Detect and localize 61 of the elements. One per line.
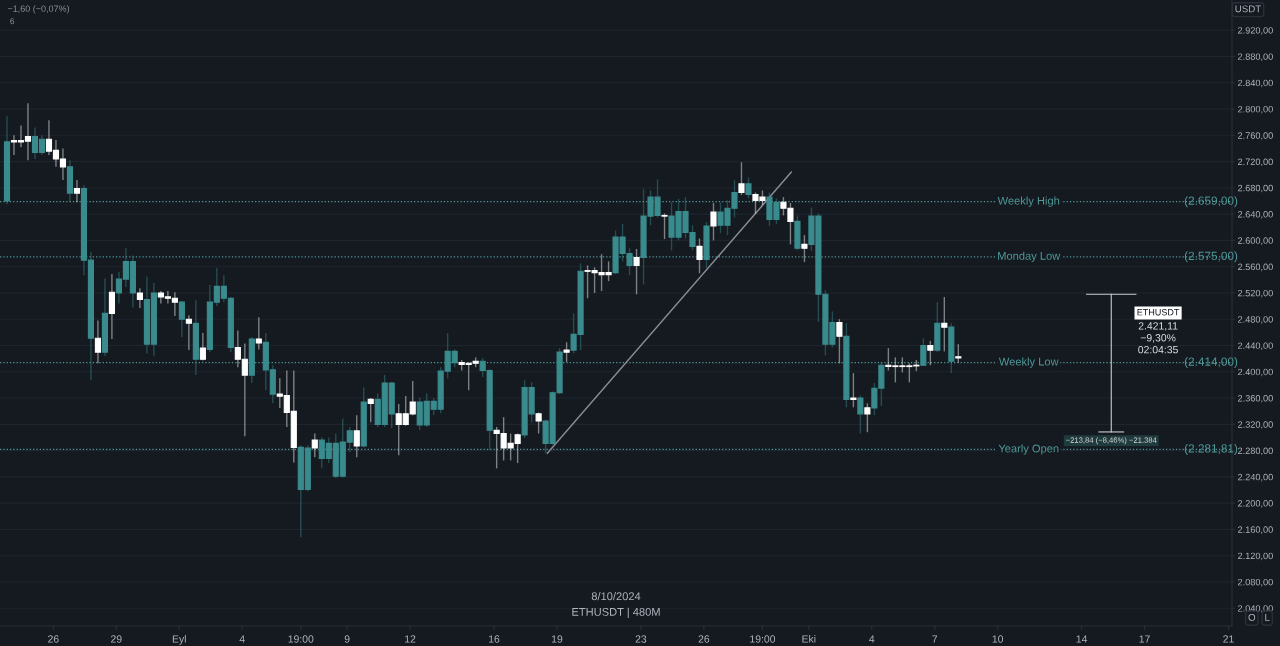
y-tick-label: 2.320,00 (1238, 421, 1273, 429)
y-tick-label: 2.200,00 (1238, 500, 1273, 508)
annotation: ETHUSDT (1137, 309, 1180, 316)
y-tick-label: 2.440,00 (1238, 342, 1273, 351)
y-axis-title: USDT (1235, 5, 1262, 13)
x-tick-label: 21 (1223, 635, 1234, 643)
text: ETHUSDT | 480M (572, 607, 660, 619)
annotation: (2.575,00) (1184, 251, 1238, 263)
y-tick-label: 2.360,00 (1238, 394, 1273, 403)
x-tick-label: 7 (932, 635, 938, 643)
x-tick-label: 29 (111, 635, 122, 643)
annotation: (2.414,00) (1184, 357, 1238, 369)
text: L (1265, 614, 1270, 621)
annotation: 2.421,11 (1138, 322, 1178, 331)
annotation: (2.281,81) (1184, 443, 1238, 455)
x-tick-label: 16 (489, 635, 500, 643)
text: 8/10/2024 (591, 592, 641, 601)
y-tick-label: 2.480,00 (1238, 316, 1273, 324)
ref-line-label: Monday Low (998, 251, 1061, 263)
x-tick-label: 23 (635, 635, 647, 643)
text: O (1248, 613, 1256, 621)
y-tick-label: 2.040,00 (1238, 605, 1273, 613)
ref-line-label: Weekly High (997, 196, 1060, 207)
annotation: 6 (10, 18, 15, 25)
x-tick-label: 19 (551, 635, 563, 643)
x-tick-label: 19:00 (750, 635, 776, 643)
y-tick-label: 2.240,00 (1238, 473, 1273, 482)
y-tick-label: 2.160,00 (1238, 526, 1273, 534)
y-tick-label: 2.560,00 (1238, 263, 1273, 272)
y-tick-label: 2.080,00 (1238, 578, 1273, 587)
y-tick-label: 2.760,00 (1238, 132, 1273, 140)
ref-line-label: Weekly Low (998, 357, 1059, 368)
ref-line-label: Yearly Open (998, 444, 1059, 455)
y-tick-label: 2.640,00 (1238, 211, 1273, 219)
x-tick-label: 9 (344, 635, 350, 643)
x-tick-label: 26 (698, 635, 710, 643)
x-tick-label: 19:00 (288, 635, 314, 643)
x-tick-label: Eki (802, 635, 816, 643)
y-tick-label: 2.880,00 (1238, 53, 1273, 61)
y-tick-label: 2.720,00 (1238, 158, 1273, 167)
x-tick-label: 4 (239, 635, 245, 643)
x-tick-label: 12 (405, 635, 416, 643)
annotation: 02:04:35 (1138, 345, 1178, 354)
y-tick-label: 2.600,00 (1238, 237, 1273, 245)
x-tick-label: 26 (48, 635, 59, 643)
annotation: (2.659,00) (1184, 196, 1238, 208)
y-tick-label: 2.840,00 (1238, 79, 1273, 88)
y-tick-label: 2.800,00 (1238, 105, 1273, 114)
y-tick-label: 2.400,00 (1238, 368, 1273, 377)
y-tick-label: 2.680,00 (1238, 184, 1273, 193)
y-tick-label: 2.120,00 (1238, 552, 1273, 561)
y-tick-label: 2.280,00 (1238, 447, 1273, 456)
annotation: −1,60 (−0,07%) (7, 5, 70, 14)
y-tick-label: 2.920,00 (1238, 27, 1273, 35)
x-tick-label: 4 (869, 635, 875, 643)
x-tick-label: 17 (1139, 635, 1150, 643)
x-tick-label: 14 (1076, 635, 1088, 643)
x-tick-label: 10 (992, 635, 1004, 643)
x-tick-label: Eyl (172, 635, 186, 645)
annotation: −9,30% (1140, 334, 1176, 343)
y-tick-label: 2.520,00 (1238, 289, 1273, 298)
